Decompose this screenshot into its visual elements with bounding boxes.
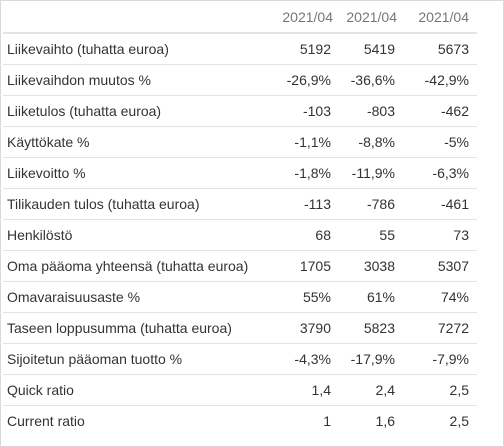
row-value: 7272 <box>403 312 477 344</box>
row-label: Liikevoitto % <box>3 157 271 189</box>
financial-table: 2021/04 2021/04 2021/04 Liikevaihto (tuh… <box>3 1 477 436</box>
row-label: Liiketulos (tuhatta euroa) <box>3 95 271 127</box>
table-row: Liiketulos (tuhatta euroa) -103 -803 -46… <box>3 95 477 127</box>
row-value: -7,9% <box>403 343 477 375</box>
row-label: Käyttökate % <box>3 126 271 158</box>
row-label: Current ratio <box>7 413 85 429</box>
row-value: -461 <box>403 188 477 220</box>
row-value: -5% <box>403 126 477 158</box>
row-value: 5673 <box>403 33 477 65</box>
row-value: 3790 <box>271 312 339 344</box>
row-value: -113 <box>271 188 339 220</box>
row-label: Omavaraisuusaste % <box>3 281 271 313</box>
row-value: 55% <box>271 281 339 313</box>
row-value: 5307 <box>403 250 477 282</box>
row-value: -17,9% <box>339 343 403 375</box>
table-row: Taseen loppusumma (tuhatta euroa) 3790 5… <box>3 312 477 344</box>
column-header-1: 2021/04 <box>271 1 339 34</box>
row-label: Liikevaihto (tuhatta euroa) <box>3 33 271 65</box>
row-value: -4,3% <box>271 343 339 375</box>
row-value: 5192 <box>271 33 339 65</box>
table-row: Liikevaihdon muutos % -26,9% -36,6% -42,… <box>3 64 477 96</box>
column-header-3: 2021/04 <box>403 1 477 34</box>
table-header-row: 2021/04 2021/04 2021/04 <box>3 1 477 34</box>
row-value: 5823 <box>339 312 403 344</box>
row-value: -1,1% <box>271 126 339 158</box>
table-row: Liikevaihto (tuhatta euroa) 5192 5419 56… <box>3 33 477 65</box>
row-value: -8,8% <box>339 126 403 158</box>
row-value: -786 <box>339 188 403 220</box>
table-row: Liikevoitto % -1,8% -11,9% -6,3% <box>3 157 477 189</box>
row-value: 68 <box>271 219 339 251</box>
row-value: -103 <box>271 95 339 127</box>
row-value: 1,4 <box>271 374 339 406</box>
row-value: 73 <box>403 219 477 251</box>
row-value: -36,6% <box>339 64 403 96</box>
header-empty <box>3 1 271 34</box>
row-label: Taseen loppusumma (tuhatta euroa) <box>3 312 271 344</box>
row-value: -11,9% <box>339 157 403 189</box>
row-value: 55 <box>339 219 403 251</box>
row-label: Sijoitetun pääoman tuotto % <box>3 343 271 375</box>
table-row: Tilikauden tulos (tuhatta euroa) -113 -7… <box>3 188 477 220</box>
row-value: 61% <box>339 281 403 313</box>
table-row: Current ratio 1 1,6 2,5 <box>3 406 477 437</box>
row-label: Oma pääoma yhteensä (tuhatta euroa) <box>3 250 271 282</box>
row-label: Henkilöstö <box>3 219 271 251</box>
row-value: 2,5 <box>403 374 477 406</box>
row-value: -462 <box>403 95 477 127</box>
table-row: Käyttökate % -1,1% -8,8% -5% <box>3 126 477 158</box>
row-label: Quick ratio <box>3 374 271 406</box>
row-value: 2,4 <box>339 374 403 406</box>
row-label: Tilikauden tulos (tuhatta euroa) <box>3 188 271 220</box>
row-value: 1 <box>323 413 331 429</box>
row-value: 1,6 <box>375 413 395 429</box>
table-row: Oma pääoma yhteensä (tuhatta euroa) 1705… <box>3 250 477 282</box>
row-value: -42,9% <box>403 64 477 96</box>
row-value: -26,9% <box>271 64 339 96</box>
row-value: -1,8% <box>271 157 339 189</box>
row-value: -6,3% <box>403 157 477 189</box>
table-row: Omavaraisuusaste % 55% 61% 74% <box>3 281 477 313</box>
table-row: Sijoitetun pääoman tuotto % -4,3% -17,9%… <box>3 343 477 375</box>
row-label: Liikevaihdon muutos % <box>3 64 271 96</box>
row-value: -803 <box>339 95 403 127</box>
row-value: 2,5 <box>449 413 469 429</box>
table-row: Quick ratio 1,4 2,4 2,5 <box>3 374 477 406</box>
row-value: 3038 <box>339 250 403 282</box>
row-value: 1705 <box>271 250 339 282</box>
row-value: 74% <box>403 281 477 313</box>
column-header-2: 2021/04 <box>339 1 403 34</box>
row-value: 5419 <box>339 33 403 65</box>
table-row: Henkilöstö 68 55 73 <box>3 219 477 251</box>
